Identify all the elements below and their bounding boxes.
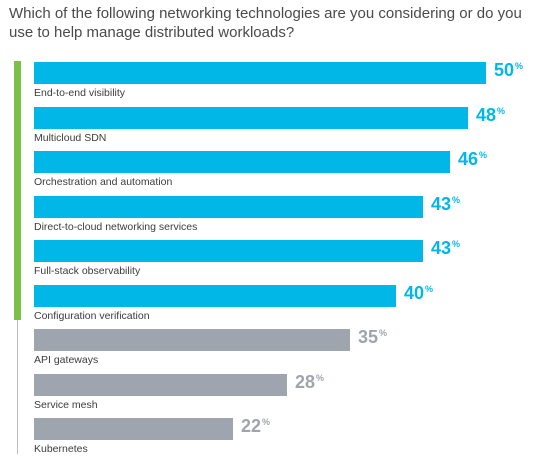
value-label: 43% [431,238,461,258]
bar [34,107,468,129]
category-label: Configuration verification [34,310,150,322]
bar [34,374,287,396]
bar-row: 22% Kubernetes [34,416,534,460]
category-label: Kubernetes [34,443,88,455]
bar-row: 48% Multicloud SDN [34,105,534,149]
bar-row: 43% Full-stack observability [34,238,534,282]
bar-row: 35% API gateways [34,327,534,371]
category-label: End-to-end visibility [34,87,126,99]
category-label: Orchestration and automation [34,176,173,188]
category-label: API gateways [34,354,99,366]
bar-row: 46% Orchestration and automation [34,149,534,193]
bar [34,196,423,218]
value-label: 40% [404,283,434,303]
highlight-indicator [14,61,21,320]
value-label: 50% [494,60,524,80]
bar [34,418,233,440]
category-label: Full-stack observability [34,265,141,277]
value-label: 46% [458,149,488,169]
value-label: 22% [241,416,271,436]
bar [34,151,450,173]
value-label: 48% [476,105,506,125]
bar [34,329,350,351]
bar-row: 43% Direct-to-cloud networking services [34,194,534,238]
category-label: Service mesh [34,399,98,411]
value-label: 28% [295,372,325,392]
value-label: 35% [358,327,388,347]
question-text: Which of the following networking techno… [9,5,522,41]
bar-row: 50% End-to-end visibility [34,60,534,104]
category-label: Direct-to-cloud networking services [34,221,198,233]
bar-row: 28% Service mesh [34,372,534,416]
bar [34,240,423,262]
category-label: Multicloud SDN [34,132,107,144]
value-label: 43% [431,194,461,214]
axis-line [17,320,18,454]
bar [34,285,396,307]
bar-row: 40% Configuration verification [34,283,534,327]
bar [34,62,486,84]
